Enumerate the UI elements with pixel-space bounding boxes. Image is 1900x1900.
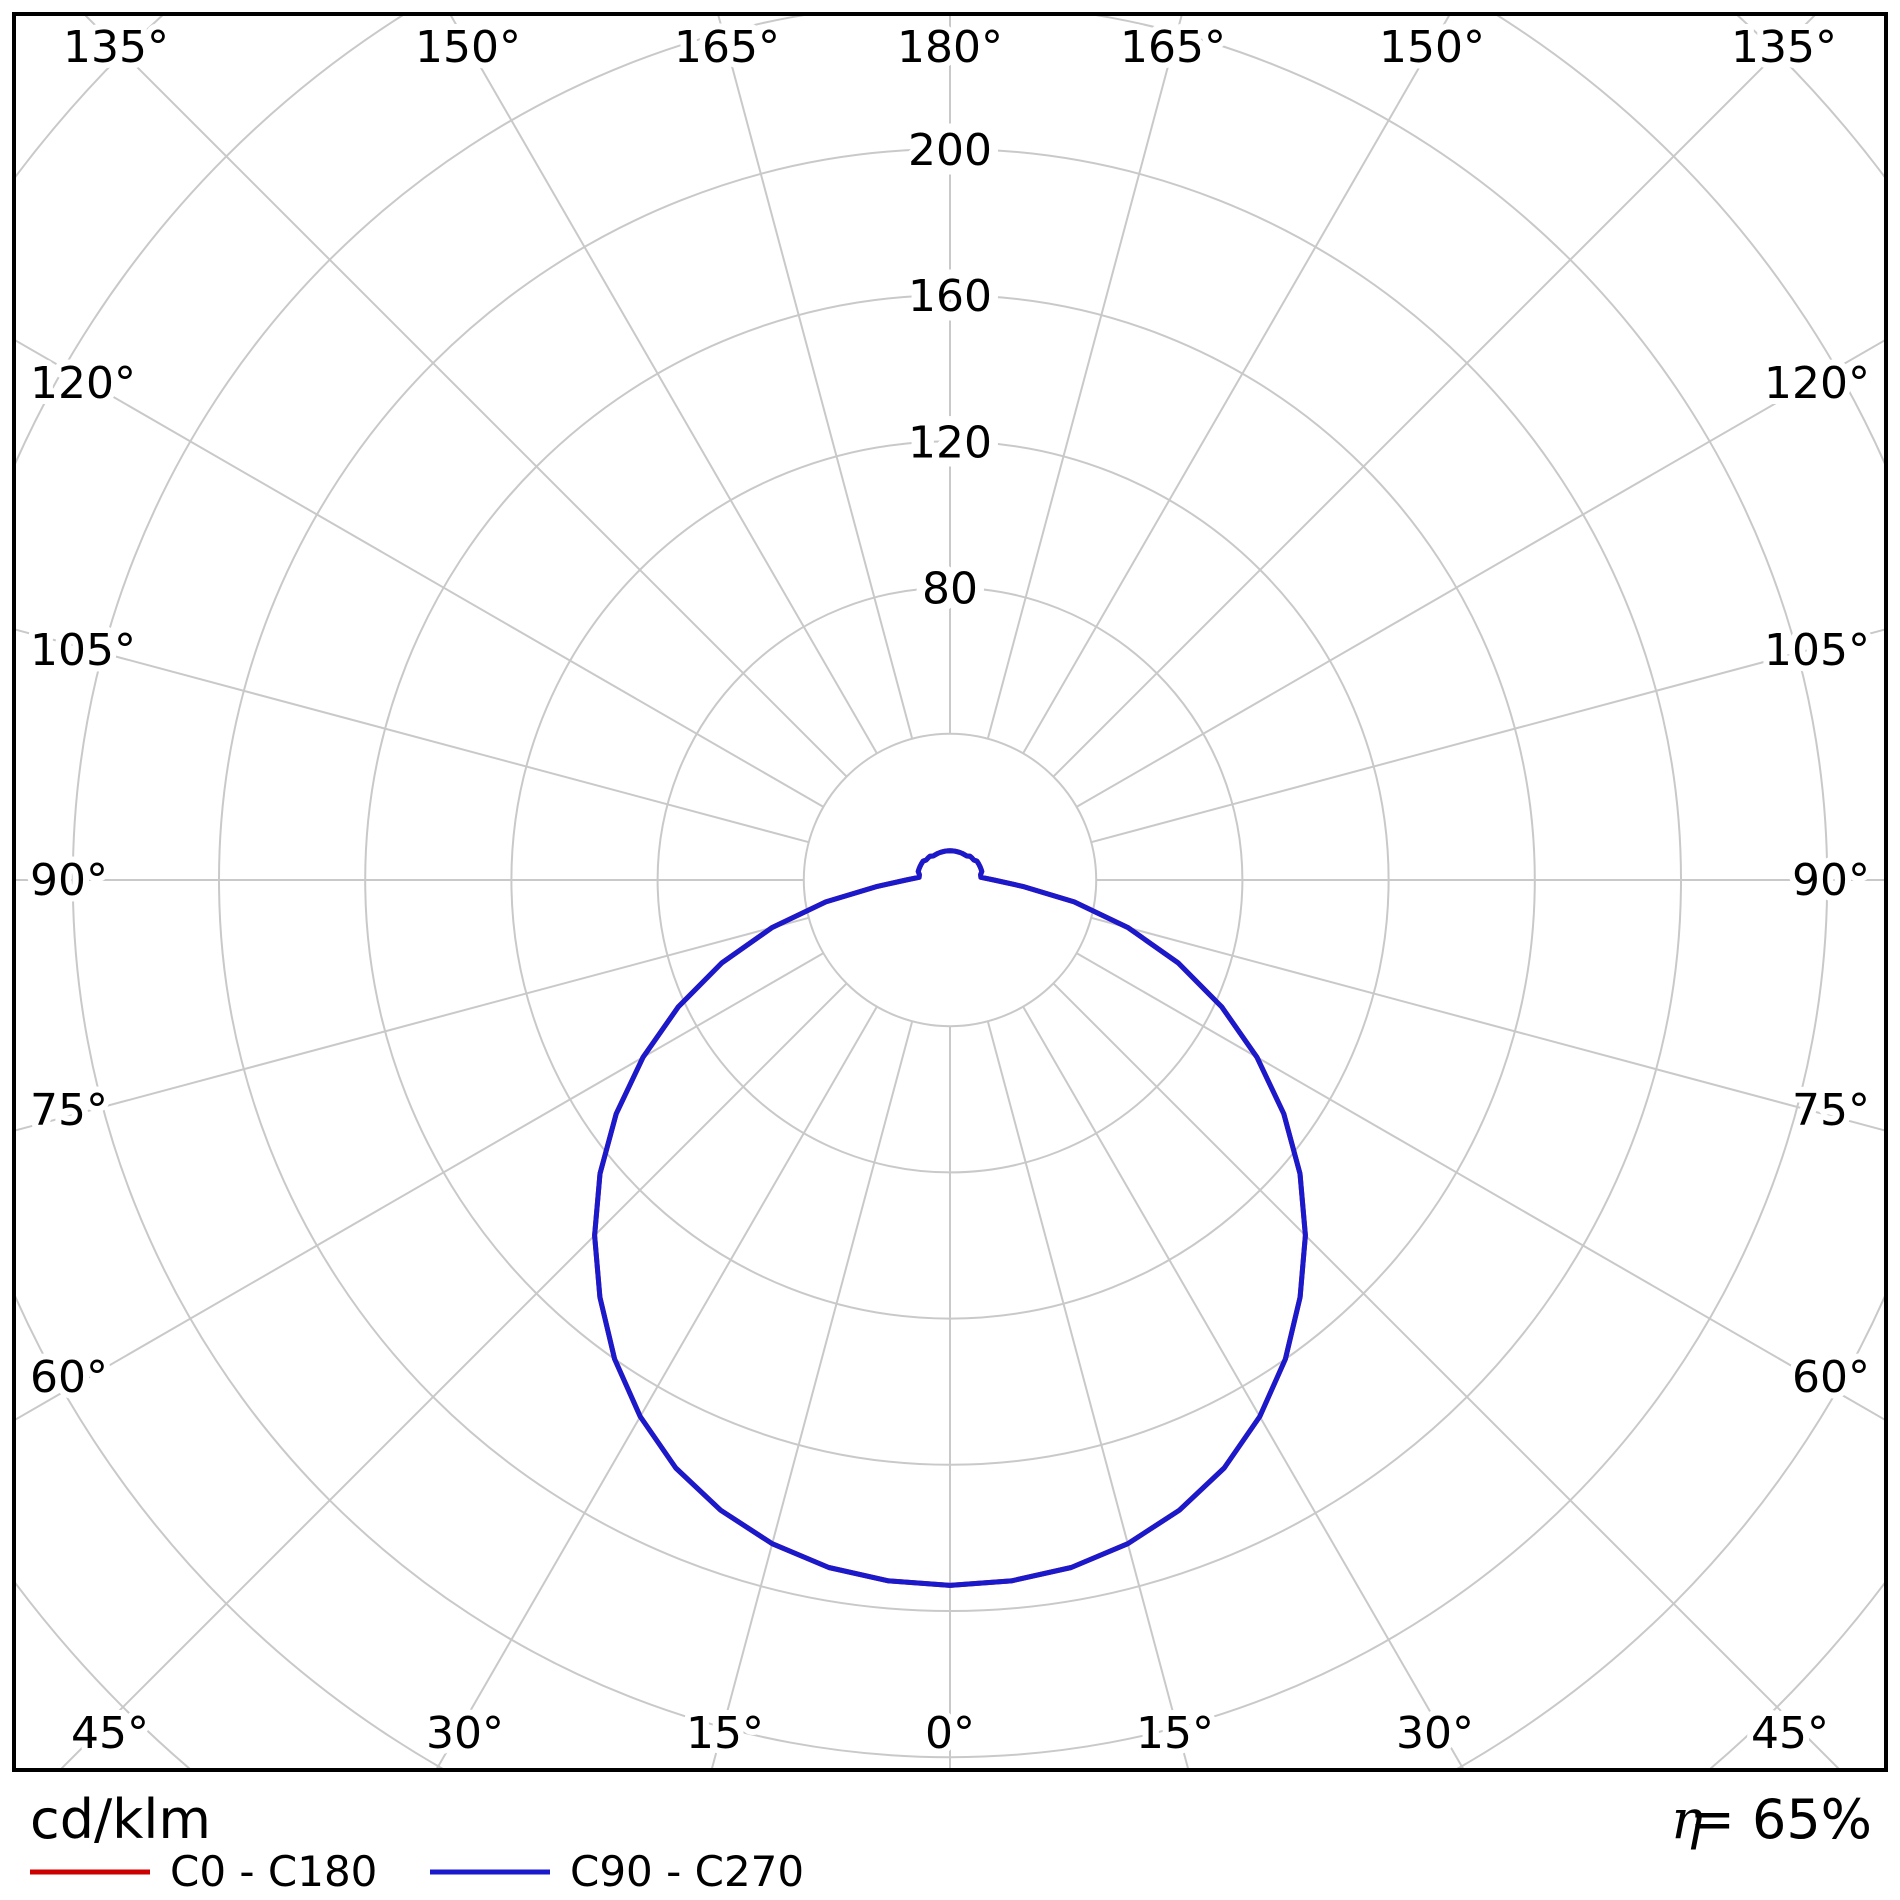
angle-label: 75° bbox=[1792, 1085, 1870, 1136]
grid-ray bbox=[60, 982, 848, 1768]
grid-ray bbox=[16, 628, 810, 844]
eta-symbol: η bbox=[1671, 1788, 1703, 1851]
grid-ray bbox=[16, 339, 824, 808]
grid-ray bbox=[1052, 16, 1816, 778]
angle-label: 135° bbox=[1731, 22, 1837, 73]
grid-ray bbox=[449, 16, 878, 754]
plot-border bbox=[12, 12, 1888, 1772]
angle-label: 120° bbox=[30, 358, 136, 409]
grid-ray bbox=[1090, 628, 1884, 844]
grid-ray bbox=[986, 16, 1183, 740]
angle-label: 30° bbox=[1396, 1708, 1474, 1759]
angle-label: 90° bbox=[30, 855, 108, 906]
angle-label: 75° bbox=[30, 1085, 108, 1136]
grid-ray bbox=[84, 16, 848, 778]
angle-label: 30° bbox=[426, 1708, 504, 1759]
angle-label: 60° bbox=[30, 1352, 108, 1403]
angle-label: 15° bbox=[686, 1708, 764, 1759]
legend-label-c90-c270: C90 - C270 bbox=[570, 1847, 804, 1896]
radial-tick-label: 120 bbox=[908, 417, 992, 468]
angle-label: 105° bbox=[1764, 625, 1870, 676]
grid-ray bbox=[1052, 982, 1840, 1768]
grid-ray bbox=[1090, 916, 1884, 1132]
legend-label-c0-c180: C0 - C180 bbox=[170, 1847, 377, 1896]
grid-ray bbox=[1076, 339, 1884, 808]
grid-ray bbox=[1022, 1006, 1464, 1768]
grid-ray bbox=[16, 916, 810, 1132]
efficiency-label: η = 65% bbox=[1671, 1788, 1872, 1851]
unit-label: cd/klm bbox=[30, 1788, 211, 1851]
angle-label: 60° bbox=[1792, 1352, 1870, 1403]
grid-ray bbox=[717, 16, 914, 740]
angle-label: 165° bbox=[1120, 22, 1226, 73]
angle-label: 135° bbox=[63, 22, 169, 73]
grid-ray bbox=[986, 1020, 1189, 1768]
grid-ray bbox=[16, 952, 824, 1421]
radial-tick-label: 80 bbox=[922, 564, 978, 615]
angle-label: 0° bbox=[925, 1708, 975, 1759]
angle-label: 165° bbox=[674, 22, 780, 73]
grid-ray bbox=[436, 1006, 878, 1768]
legend: C0 - C180 C90 - C270 bbox=[30, 1847, 804, 1896]
radial-tick-label: 160 bbox=[908, 271, 992, 322]
angle-label: 45° bbox=[1751, 1708, 1829, 1759]
angle-label: 90° bbox=[1792, 855, 1870, 906]
angle-label: 120° bbox=[1764, 358, 1870, 409]
eta-value: = 65% bbox=[1690, 1788, 1872, 1851]
curve-c90-c270 bbox=[592, 848, 1308, 1588]
angle-label: 15° bbox=[1136, 1708, 1214, 1759]
angle-label: 180° bbox=[897, 22, 1003, 73]
grid-ray bbox=[1076, 952, 1884, 1421]
angle-label: 45° bbox=[71, 1708, 149, 1759]
angle-label: 150° bbox=[1379, 22, 1485, 73]
grid-ray bbox=[1022, 16, 1451, 754]
radial-tick-label: 200 bbox=[908, 125, 992, 176]
grid-ray bbox=[711, 1020, 914, 1768]
angle-label: 105° bbox=[30, 625, 136, 676]
angle-label: 150° bbox=[415, 22, 521, 73]
